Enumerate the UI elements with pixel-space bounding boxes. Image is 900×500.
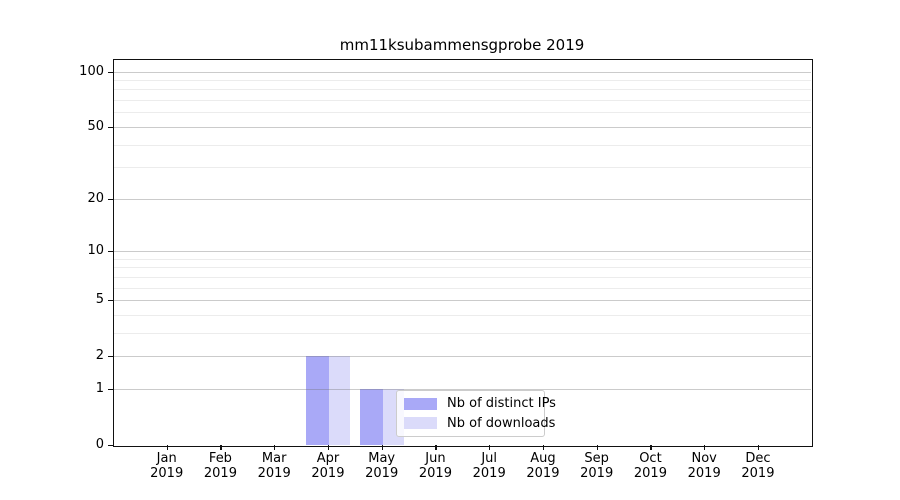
x-tick-year: 2019 xyxy=(633,466,667,481)
x-tick-label-oct: Oct 2019 xyxy=(618,451,682,481)
gridline-minor-3 xyxy=(113,332,811,334)
x-tick-month: Jul xyxy=(481,451,498,466)
x-tick-label-sep: Sep 2019 xyxy=(565,451,629,481)
legend-swatch-distinct-ips xyxy=(404,397,437,410)
x-tick-year: 2019 xyxy=(741,466,775,481)
x-tick-label-jul: Jul 2019 xyxy=(457,451,521,481)
legend-label-downloads: Nb of downloads xyxy=(447,415,556,431)
gridline-major-2 xyxy=(113,356,811,358)
x-tick-year: 2019 xyxy=(472,466,506,481)
x-tick-month: Feb xyxy=(208,451,232,466)
bar-distinct-ips-apr xyxy=(305,356,329,445)
x-tick-month: Dec xyxy=(745,451,771,466)
x-tick-jan xyxy=(166,445,168,450)
y-tick-1 xyxy=(108,388,113,391)
x-tick-oct xyxy=(650,445,652,450)
y-tick-label-20: 20 xyxy=(87,190,104,206)
x-tick-year: 2019 xyxy=(580,466,614,481)
y-tick-5 xyxy=(108,300,113,302)
gridline-minor-90 xyxy=(113,80,811,82)
x-tick-sep xyxy=(596,445,598,450)
gridline-minor-60 xyxy=(113,112,811,114)
gridline-major-10 xyxy=(113,250,811,252)
x-tick-label-may: May 2019 xyxy=(350,451,414,481)
gridline-minor-40 xyxy=(113,144,811,146)
gridline-minor-80 xyxy=(113,89,811,91)
x-tick-jul xyxy=(489,445,491,450)
x-tick-label-aug: Aug 2019 xyxy=(511,451,575,481)
y-tick-10 xyxy=(108,250,113,253)
y-tick-label-1: 1 xyxy=(95,380,104,396)
y-tick-0 xyxy=(108,445,113,447)
x-tick-label-jun: Jun 2019 xyxy=(403,451,467,481)
gridline-minor-8 xyxy=(113,267,811,269)
legend-label-distinct-ips: Nb of distinct IPs xyxy=(447,396,556,412)
x-tick-year: 2019 xyxy=(311,466,345,481)
x-tick-year: 2019 xyxy=(418,466,452,481)
x-tick-label-nov: Nov 2019 xyxy=(672,451,736,481)
x-tick-aug xyxy=(542,445,545,450)
gridline-major-100 xyxy=(113,71,811,73)
gridline-major-20 xyxy=(113,198,811,200)
y-tick-2 xyxy=(108,356,113,358)
x-tick-year: 2019 xyxy=(150,466,184,481)
bar-downloads-apr xyxy=(328,356,350,445)
y-tick-label-50: 50 xyxy=(87,118,104,134)
x-tick-label-feb: Feb 2019 xyxy=(188,451,252,481)
x-tick-may xyxy=(381,445,383,450)
y-tick-20 xyxy=(108,198,113,200)
x-tick-month: Jun xyxy=(425,451,446,466)
x-tick-label-apr: Apr 2019 xyxy=(296,451,360,481)
x-tick-label-jan: Jan 2019 xyxy=(135,451,199,481)
x-tick-month: Mar xyxy=(261,451,287,466)
legend: Nb of distinct IPs Nb of downloads xyxy=(396,390,556,437)
x-tick-mar xyxy=(274,445,276,450)
x-tick-year: 2019 xyxy=(257,466,291,481)
x-tick-label-mar: Mar 2019 xyxy=(242,451,306,481)
x-tick-month: Nov xyxy=(691,451,717,466)
gridline-major-1 xyxy=(113,388,811,390)
x-tick-year: 2019 xyxy=(203,466,237,481)
gridline-minor-70 xyxy=(113,100,811,102)
gridline-minor-7 xyxy=(113,276,811,278)
x-tick-label-dec: Dec 2019 xyxy=(726,451,790,481)
x-tick-dec xyxy=(757,445,760,450)
x-tick-month: Sep xyxy=(584,451,609,466)
x-tick-year: 2019 xyxy=(687,466,721,481)
x-tick-month: Jan xyxy=(156,451,177,466)
x-tick-apr xyxy=(327,445,330,450)
legend-item-downloads: Nb of downloads xyxy=(404,416,555,431)
legend-item-distinct-ips: Nb of distinct IPs xyxy=(404,396,556,411)
x-tick-jun xyxy=(435,445,437,450)
x-tick-year: 2019 xyxy=(365,466,399,481)
gridline-minor-6 xyxy=(113,287,811,289)
x-tick-feb xyxy=(220,445,222,450)
gridline-minor-9 xyxy=(113,258,811,260)
x-tick-month: May xyxy=(368,451,396,466)
y-tick-100 xyxy=(108,71,113,73)
y-tick-label-0: 0 xyxy=(95,437,104,452)
gridline-major-5 xyxy=(113,300,811,302)
x-tick-month: Oct xyxy=(639,451,662,466)
y-tick-label-100: 100 xyxy=(79,63,104,79)
bar-distinct-ips-may xyxy=(359,388,383,445)
x-tick-month: Aug xyxy=(530,451,556,466)
gridline-minor-4 xyxy=(113,314,811,316)
chart-title: mm11ksubammensgprobe 2019 xyxy=(339,36,585,54)
legend-swatch-downloads xyxy=(404,417,437,430)
gridline-minor-30 xyxy=(113,167,811,169)
y-tick-label-10: 10 xyxy=(87,242,104,258)
x-tick-year: 2019 xyxy=(526,466,560,481)
gridline-major-50 xyxy=(113,126,811,128)
x-tick-nov xyxy=(704,445,706,450)
y-tick-label-5: 5 xyxy=(95,292,104,308)
plot-area xyxy=(113,59,811,445)
x-tick-month: Apr xyxy=(316,451,340,466)
y-tick-50 xyxy=(108,126,113,129)
y-tick-label-2: 2 xyxy=(95,348,104,364)
